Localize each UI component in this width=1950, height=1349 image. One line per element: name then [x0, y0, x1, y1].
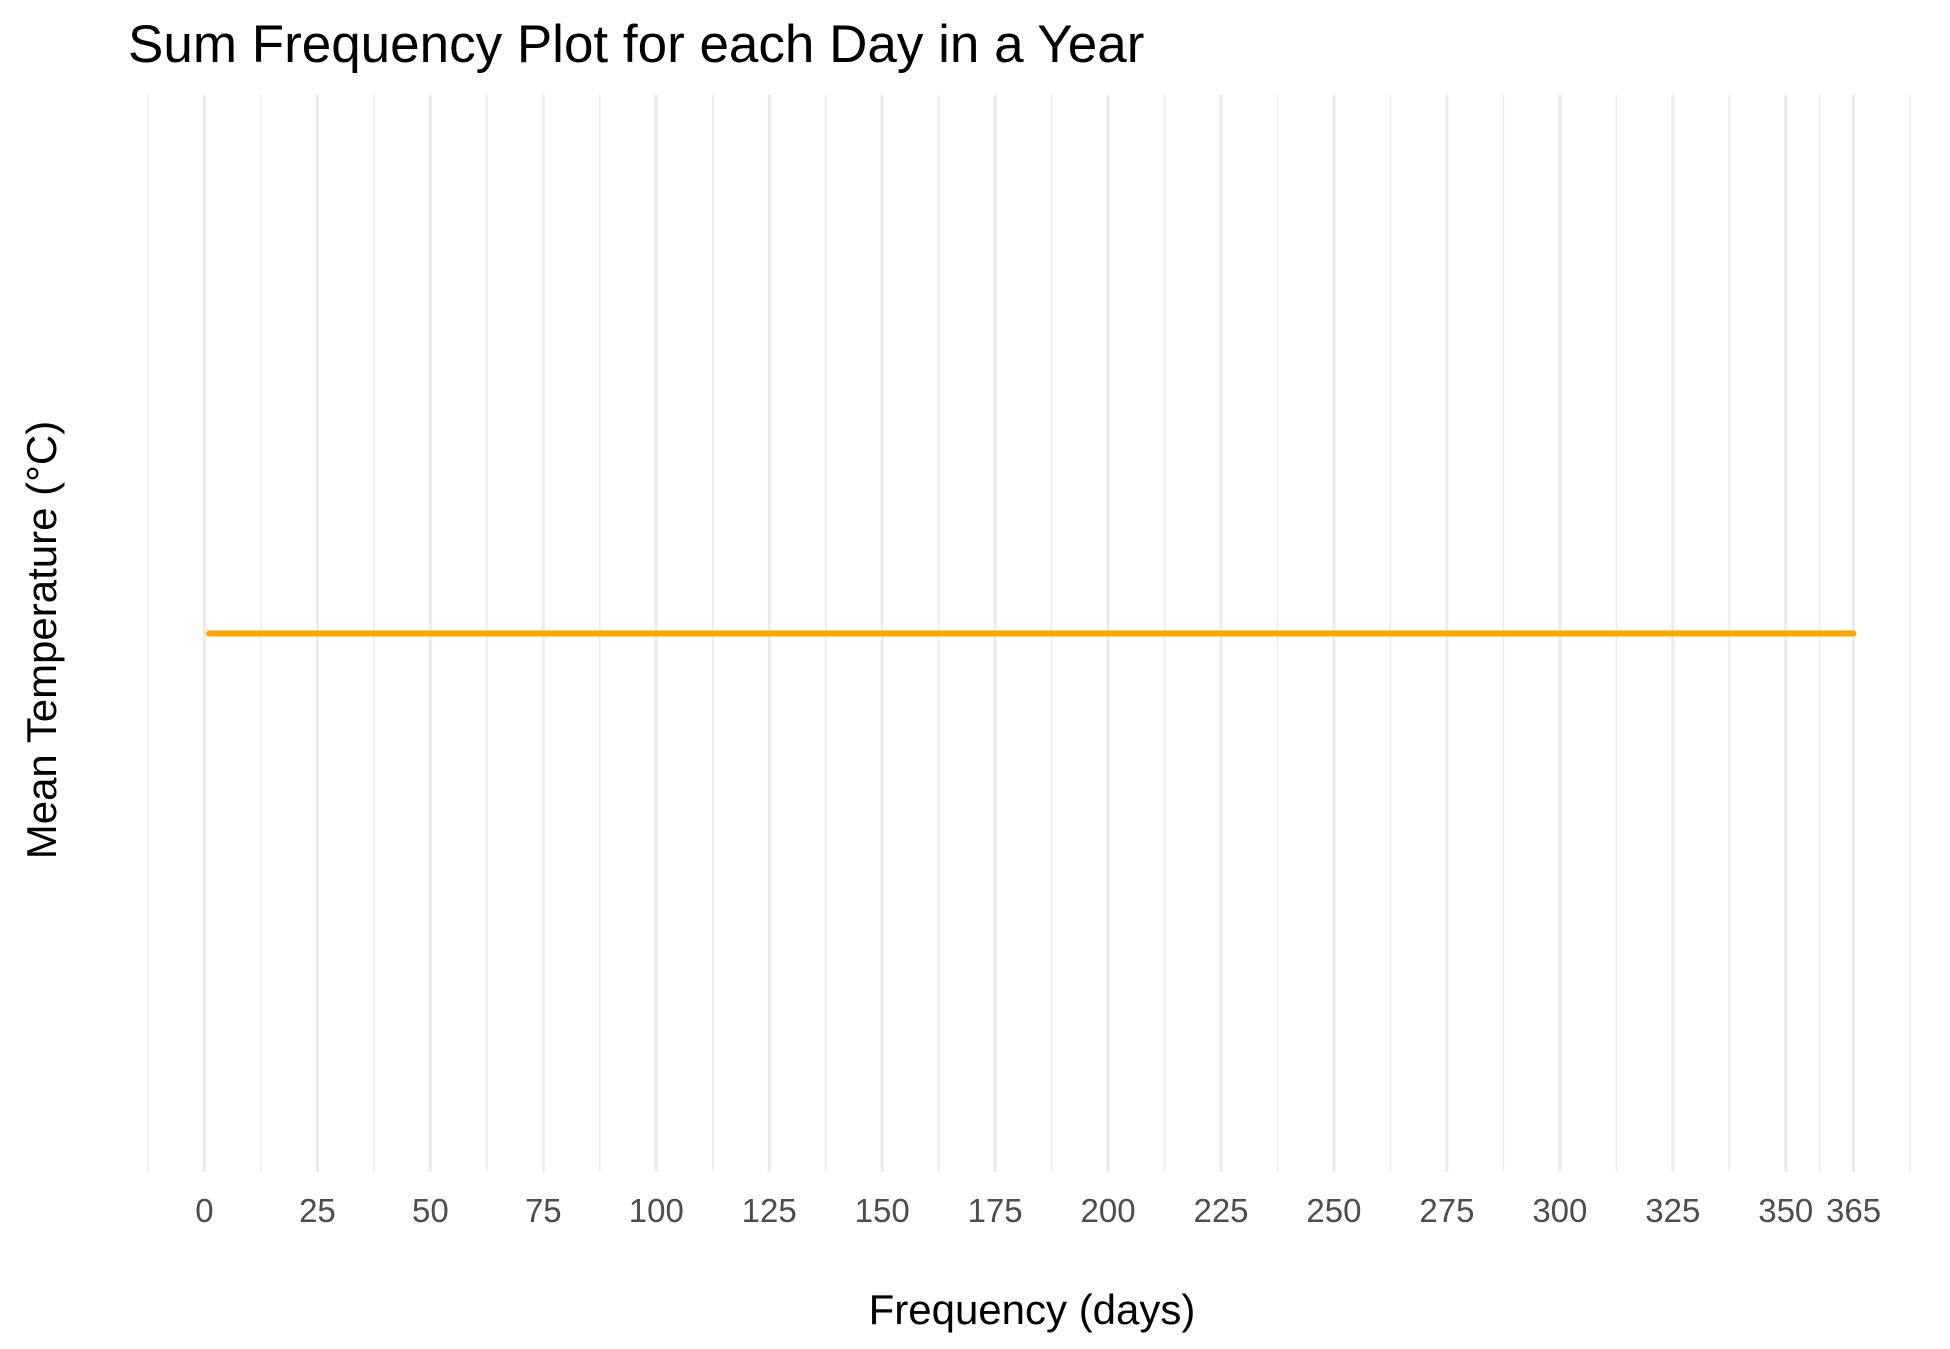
x-tick-label: 0 — [195, 1192, 213, 1229]
x-tick-label: 150 — [855, 1192, 910, 1229]
x-tick-label: 250 — [1306, 1192, 1361, 1229]
x-axis: 0 25 50 75 100 125 150 175 200 225 250 275 300 325 350… — [195, 1192, 1881, 1229]
x-tick-label: 125 — [742, 1192, 797, 1229]
x-tick-label: 175 — [968, 1192, 1023, 1229]
x-tick-label: 365 — [1826, 1192, 1881, 1229]
x-tick-labels: 0 25 50 75 100 125 150 175 200 225 250 275 300 325 350… — [195, 1192, 1881, 1229]
chart-title: Sum Frequency Plot for each Day in a Yea… — [128, 15, 1144, 74]
x-tick-label: 200 — [1081, 1192, 1136, 1229]
x-tick-label: 50 — [412, 1192, 449, 1229]
x-tick-label: 75 — [525, 1192, 562, 1229]
x-tick-label: 350 — [1758, 1192, 1813, 1229]
x-tick-label: 300 — [1532, 1192, 1587, 1229]
y-axis-title: Mean Temperature (°C) — [18, 421, 65, 860]
x-tick-label: 275 — [1419, 1192, 1474, 1229]
x-tick-label: 325 — [1645, 1192, 1700, 1229]
x-axis-title: Frequency (days) — [869, 1286, 1196, 1333]
x-tick-label: 25 — [299, 1192, 336, 1229]
plot-panel — [147, 95, 1911, 1172]
x-tick-label: 100 — [629, 1192, 684, 1229]
x-tick-label: 225 — [1193, 1192, 1248, 1229]
